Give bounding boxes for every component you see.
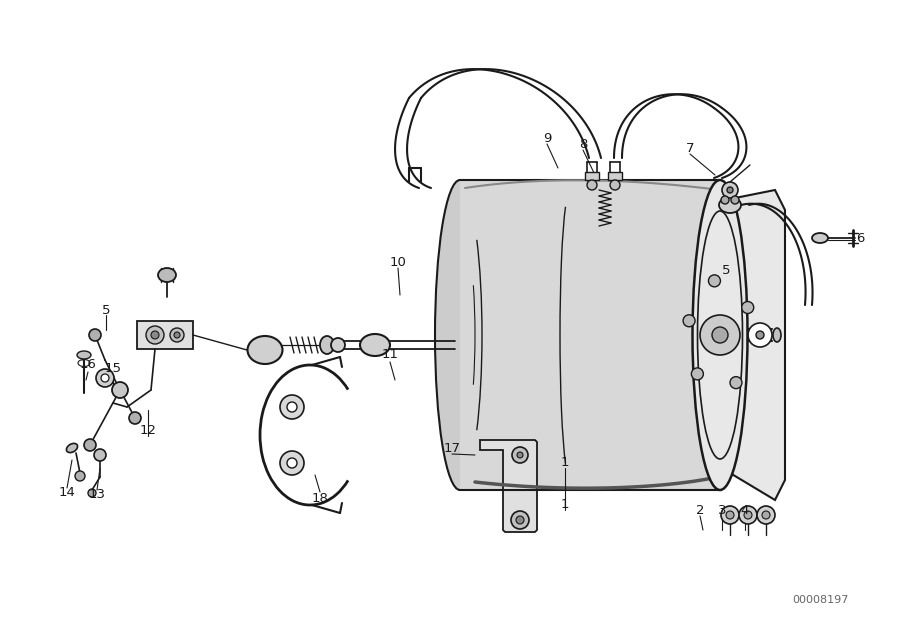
Circle shape [683, 315, 695, 327]
Circle shape [726, 511, 734, 519]
Circle shape [721, 506, 739, 524]
Circle shape [101, 374, 109, 382]
Text: 18: 18 [311, 491, 328, 504]
Circle shape [691, 368, 704, 380]
Ellipse shape [812, 233, 828, 243]
Text: 6: 6 [856, 232, 864, 244]
Text: 8: 8 [579, 138, 587, 152]
Text: 9: 9 [543, 131, 551, 145]
Text: 00008197: 00008197 [792, 595, 848, 605]
Ellipse shape [67, 443, 77, 453]
Circle shape [722, 182, 738, 198]
Text: 17: 17 [444, 441, 461, 455]
Circle shape [744, 511, 752, 519]
Circle shape [739, 506, 757, 524]
Circle shape [757, 506, 775, 524]
Ellipse shape [719, 197, 741, 213]
Bar [608, 172, 622, 180]
Circle shape [84, 439, 96, 451]
Text: 2: 2 [696, 504, 704, 516]
Ellipse shape [692, 180, 748, 490]
Text: 5: 5 [722, 264, 730, 276]
Text: 7: 7 [686, 142, 694, 154]
Circle shape [280, 395, 304, 419]
Circle shape [287, 458, 297, 468]
Ellipse shape [360, 334, 390, 356]
Circle shape [731, 196, 739, 204]
Ellipse shape [77, 351, 91, 359]
Text: 1: 1 [561, 455, 569, 469]
Circle shape [512, 447, 528, 463]
Circle shape [511, 511, 529, 529]
Circle shape [146, 326, 164, 344]
Circle shape [151, 331, 159, 339]
Circle shape [517, 452, 523, 458]
Circle shape [170, 328, 184, 342]
Circle shape [112, 382, 128, 398]
Ellipse shape [158, 268, 176, 282]
Text: 15: 15 [104, 361, 122, 375]
Text: 10: 10 [390, 255, 407, 269]
Text: 4: 4 [741, 504, 749, 516]
Text: 3: 3 [718, 504, 726, 516]
Circle shape [587, 180, 597, 190]
Circle shape [762, 511, 770, 519]
Circle shape [280, 451, 304, 475]
Circle shape [742, 302, 753, 314]
Circle shape [756, 331, 764, 339]
Circle shape [727, 187, 733, 193]
Circle shape [75, 471, 85, 481]
Circle shape [88, 489, 96, 497]
Text: 16: 16 [79, 359, 96, 371]
Bar [460, 180, 720, 490]
Text: 13: 13 [88, 488, 105, 502]
Circle shape [94, 449, 106, 461]
Text: 14: 14 [58, 486, 76, 498]
Ellipse shape [248, 336, 283, 364]
Circle shape [96, 369, 114, 387]
Polygon shape [725, 190, 785, 500]
Circle shape [129, 412, 141, 424]
Circle shape [89, 329, 101, 341]
Circle shape [712, 327, 728, 343]
Text: 12: 12 [140, 424, 157, 436]
Text: 5: 5 [102, 304, 110, 316]
Circle shape [748, 323, 772, 347]
Circle shape [700, 315, 740, 355]
Circle shape [721, 196, 729, 204]
Circle shape [174, 332, 180, 338]
Text: 1: 1 [561, 498, 569, 512]
Ellipse shape [331, 338, 345, 352]
Polygon shape [480, 440, 537, 532]
Ellipse shape [320, 336, 334, 354]
Ellipse shape [773, 328, 781, 342]
Circle shape [516, 516, 524, 524]
Bar [585, 172, 599, 180]
Circle shape [287, 402, 297, 412]
Bar [137, 321, 193, 349]
Circle shape [610, 180, 620, 190]
Ellipse shape [435, 180, 485, 490]
Circle shape [708, 275, 720, 287]
Text: 11: 11 [382, 349, 399, 361]
Circle shape [730, 377, 742, 389]
